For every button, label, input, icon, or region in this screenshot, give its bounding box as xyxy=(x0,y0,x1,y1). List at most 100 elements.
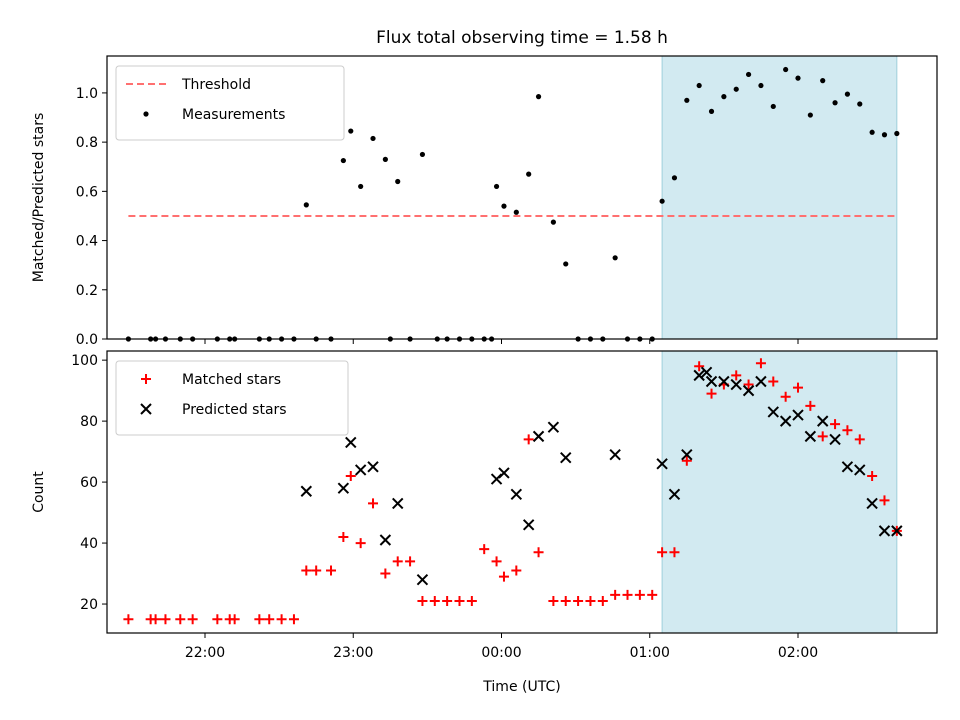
legend-marker xyxy=(141,374,151,384)
x-axis-label: Time (UTC) xyxy=(482,679,560,695)
data-point xyxy=(573,595,584,606)
data-point xyxy=(498,571,509,582)
data-point xyxy=(656,458,668,470)
data-point xyxy=(659,198,665,204)
data-point xyxy=(345,436,357,449)
data-point xyxy=(696,82,702,89)
data-point xyxy=(442,595,453,606)
data-point xyxy=(301,565,312,576)
data-point xyxy=(829,433,841,446)
data-point xyxy=(560,595,571,606)
data-point xyxy=(526,171,532,177)
legend-label: Measurements xyxy=(182,107,285,123)
data-point xyxy=(817,415,829,427)
data-point xyxy=(894,130,900,137)
data-point xyxy=(355,538,366,549)
data-point xyxy=(326,565,337,576)
data-point xyxy=(805,400,816,411)
data-point xyxy=(817,431,828,442)
data-point xyxy=(510,488,523,500)
data-point xyxy=(123,614,134,625)
data-point xyxy=(160,614,171,625)
data-point xyxy=(416,573,429,586)
data-point xyxy=(370,135,376,142)
data-point xyxy=(783,66,789,73)
data-point xyxy=(768,376,779,387)
x-tick-label: 00:00 xyxy=(481,645,521,661)
data-point xyxy=(367,461,379,473)
data-point xyxy=(379,534,392,546)
y-tick-label: 0.8 xyxy=(76,135,98,151)
data-point xyxy=(721,94,727,100)
data-point xyxy=(337,482,350,494)
data-point xyxy=(854,434,865,445)
y-tick-label: 0.2 xyxy=(76,283,98,299)
y-axis-label: Count xyxy=(31,471,47,513)
y-tick-label: 20 xyxy=(80,597,98,613)
observing-window-shade xyxy=(661,350,898,634)
data-point xyxy=(560,451,572,464)
data-point xyxy=(755,375,767,388)
data-point xyxy=(612,255,618,261)
data-point xyxy=(610,589,621,600)
data-point xyxy=(585,595,596,606)
axes-frame xyxy=(106,55,938,340)
data-point xyxy=(345,470,356,481)
data-point xyxy=(878,525,891,537)
x-tick-label: 22:00 xyxy=(185,645,225,661)
data-point xyxy=(522,519,535,531)
y-tick-label: 1.0 xyxy=(76,86,98,102)
data-point xyxy=(733,86,739,92)
data-point xyxy=(779,415,792,427)
data-point xyxy=(730,378,742,391)
data-point xyxy=(532,430,545,443)
data-point xyxy=(745,71,752,78)
data-point xyxy=(708,108,715,114)
data-point xyxy=(669,547,680,558)
legend-label: Threshold xyxy=(181,77,251,93)
data-point xyxy=(609,448,621,461)
data-point xyxy=(758,82,764,89)
data-point xyxy=(807,112,813,118)
data-point xyxy=(671,175,678,181)
data-point xyxy=(770,103,776,110)
data-point xyxy=(705,375,718,388)
data-point xyxy=(354,464,367,476)
data-point xyxy=(513,209,519,215)
data-point xyxy=(303,202,309,208)
data-point xyxy=(395,178,401,185)
legend: Threshold Measurements xyxy=(115,65,345,141)
y-axis-label: Matched/Predicted stars xyxy=(31,113,47,283)
data-point xyxy=(533,547,544,558)
count-panel: 20 40 60 80 100 22:00 23:00 00:00 01:00 02:00 Coun… xyxy=(31,350,938,661)
data-point xyxy=(622,589,633,600)
data-point xyxy=(288,614,299,625)
data-point xyxy=(276,614,287,625)
data-point xyxy=(382,156,388,162)
data-point xyxy=(229,614,240,625)
data-point xyxy=(792,409,804,421)
data-point xyxy=(368,498,379,509)
data-point xyxy=(866,497,878,510)
data-point xyxy=(694,361,705,372)
series-predicted-stars xyxy=(300,366,903,586)
data-point xyxy=(668,488,681,500)
data-point xyxy=(358,183,364,190)
data-point xyxy=(767,406,779,418)
y-tick-label: 80 xyxy=(80,414,98,430)
data-point xyxy=(264,614,275,625)
data-point xyxy=(466,595,477,606)
y-tick-label: 0.4 xyxy=(76,234,98,250)
data-point xyxy=(535,94,542,100)
y-tick-label: 0.6 xyxy=(76,184,98,200)
data-point xyxy=(634,589,645,600)
data-point xyxy=(830,419,841,430)
data-point xyxy=(755,358,766,369)
data-point xyxy=(820,78,826,84)
data-point xyxy=(150,614,161,625)
data-point xyxy=(693,369,705,382)
legend-marker xyxy=(143,111,149,117)
data-point xyxy=(842,425,853,436)
data-point xyxy=(780,391,791,402)
data-point xyxy=(743,379,754,390)
